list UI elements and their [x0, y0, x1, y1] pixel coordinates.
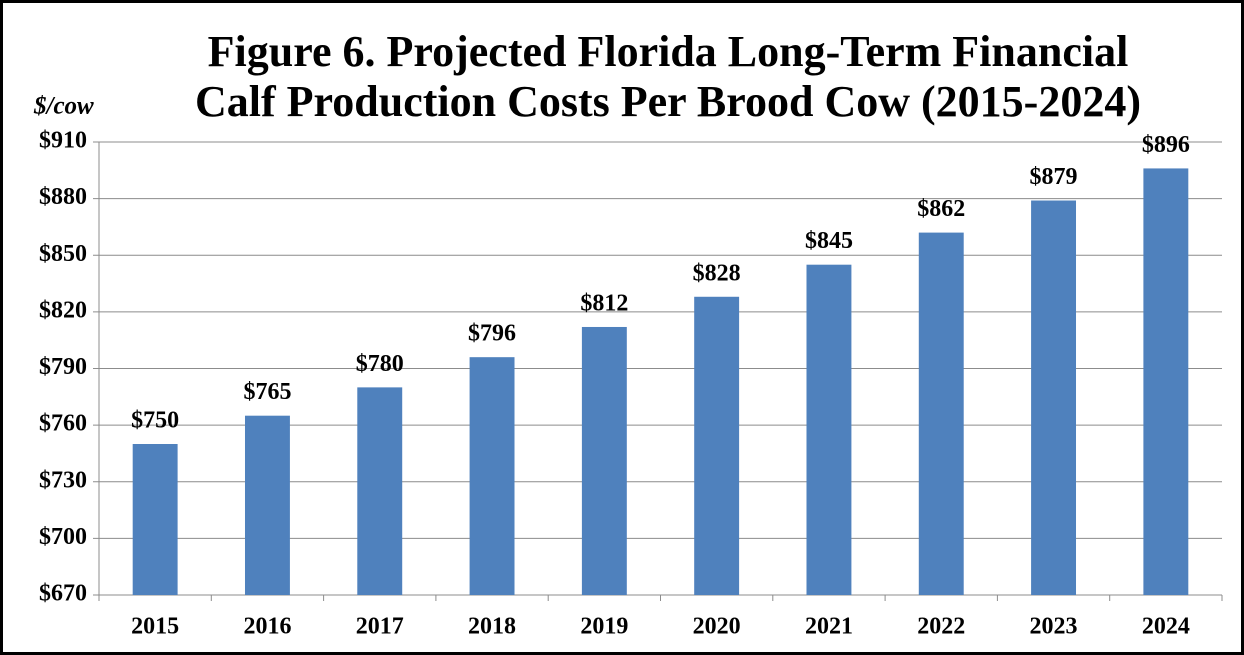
y-axis-label: $/cow: [33, 93, 94, 120]
x-tick-label: 2024: [1142, 614, 1190, 640]
chart-title: Calf Production Costs Per Brood Cow (201…: [195, 77, 1141, 126]
chart-title: Figure 6. Projected Florida Long-Term Fi…: [208, 27, 1129, 76]
bar: [357, 387, 403, 595]
bar: [918, 232, 964, 595]
data-label: $896: [1142, 132, 1190, 158]
bar: [1143, 168, 1189, 596]
bar: [581, 326, 627, 595]
y-tick-label: $850: [39, 241, 87, 267]
y-tick-label: $910: [39, 128, 87, 154]
data-label: $812: [580, 290, 628, 316]
bar: [806, 264, 852, 595]
x-tick-label: 2021: [805, 614, 853, 640]
y-tick-label: $760: [39, 411, 87, 437]
y-tick-label: $700: [39, 524, 87, 550]
data-label: $845: [805, 228, 853, 254]
y-tick-label: $730: [39, 467, 87, 493]
x-tick-label: 2023: [1030, 614, 1078, 640]
x-tick-label: 2022: [917, 614, 965, 640]
data-label: $796: [468, 321, 516, 347]
x-tick-label: 2016: [243, 614, 291, 640]
x-tick-label: 2017: [356, 614, 404, 640]
x-tick-label: 2019: [580, 614, 628, 640]
bar: [132, 444, 178, 595]
bar: [244, 415, 290, 595]
data-label: $750: [131, 408, 179, 434]
x-tick-label: 2020: [693, 614, 741, 640]
bar: [1031, 200, 1077, 595]
x-tick-label: 2015: [131, 614, 179, 640]
y-tick-label: $820: [39, 297, 87, 323]
data-label: $765: [243, 379, 291, 405]
y-tick-label: $670: [39, 581, 87, 607]
bar: [469, 357, 515, 595]
y-tick-label: $880: [39, 184, 87, 210]
data-label: $862: [917, 196, 965, 222]
data-label: $780: [356, 351, 404, 377]
data-label: $828: [693, 260, 741, 286]
data-label: $879: [1030, 164, 1078, 190]
bar: [694, 296, 740, 595]
x-tick-label: 2018: [468, 614, 516, 640]
y-tick-label: $790: [39, 354, 87, 380]
